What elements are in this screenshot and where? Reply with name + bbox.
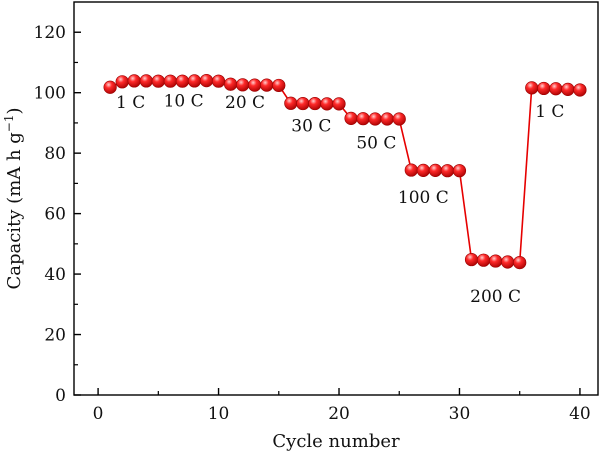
data-point (296, 96, 310, 111)
data-point (452, 164, 467, 178)
data-point (248, 78, 262, 92)
data-point (549, 82, 563, 96)
tick-labels: 0 10 20 30 40 0 20 40 60 80 100 120 (34, 23, 591, 424)
data-point (368, 112, 382, 126)
data-point (211, 74, 226, 88)
x-tick-label: 30 (449, 404, 471, 424)
rate-label: 1 C (116, 93, 145, 113)
data-point (356, 112, 370, 126)
plot-border (73, 1, 599, 396)
data-point (187, 74, 202, 88)
data-point (501, 255, 515, 269)
rate-label: 1 C (535, 102, 564, 122)
data-point (127, 74, 141, 88)
data-point (428, 163, 442, 177)
rate-label: 20 C (225, 93, 265, 113)
rate-label: 100 C (398, 188, 449, 208)
data-point (260, 78, 274, 92)
data-point (404, 163, 418, 177)
data-point (115, 75, 129, 89)
data-point (320, 97, 334, 111)
data-point (416, 163, 430, 177)
data-point (344, 111, 358, 125)
data-point (272, 78, 286, 93)
data-point (464, 252, 479, 267)
data-point (284, 96, 298, 110)
data-point (489, 254, 503, 268)
data-point (139, 74, 153, 88)
data-point (332, 97, 346, 111)
rate-label: 50 C (356, 134, 396, 154)
y-tick-label: 100 (34, 84, 66, 104)
data-point (525, 81, 539, 95)
y-tick-label: 40 (44, 265, 66, 285)
data-point (175, 74, 190, 88)
x-tick-label: 10 (208, 404, 230, 424)
y-tick-label: 60 (44, 205, 66, 225)
data-point (380, 112, 394, 126)
rate-label: 30 C (291, 116, 331, 136)
data-point (537, 81, 551, 96)
data-point (308, 96, 322, 111)
rate-label: 10 C (164, 91, 204, 111)
y-tick-label: 80 (44, 144, 66, 164)
data-point (573, 83, 587, 97)
data-point (151, 74, 165, 88)
data-point (163, 74, 177, 88)
y-tick-label: 0 (55, 386, 66, 406)
data-point (476, 253, 491, 267)
axis-ticks (74, 31, 581, 396)
plot-frame (73, 1, 599, 396)
data-point (236, 78, 250, 92)
data-point (199, 73, 214, 88)
rate-annotations: 1 C 10 C 20 C 30 C 50 C 100 C 200 C 1 C (116, 91, 564, 307)
y-axis-title: Capacity (mA h g−1) (2, 107, 25, 289)
rate-label: 200 C (470, 287, 521, 307)
y-tick-label: 120 (34, 23, 66, 43)
data-point (392, 112, 406, 126)
x-tick-label: 0 (93, 404, 104, 424)
x-tick-label: 40 (569, 404, 591, 424)
data-point (440, 164, 455, 178)
data-point (561, 82, 575, 96)
x-tick-label: 20 (328, 404, 350, 424)
data-points (103, 73, 587, 270)
data-point (103, 80, 117, 94)
x-axis-title: Cycle number (272, 431, 400, 452)
y-tick-label: 20 (44, 326, 66, 346)
data-point (513, 255, 527, 270)
data-point (223, 77, 238, 91)
